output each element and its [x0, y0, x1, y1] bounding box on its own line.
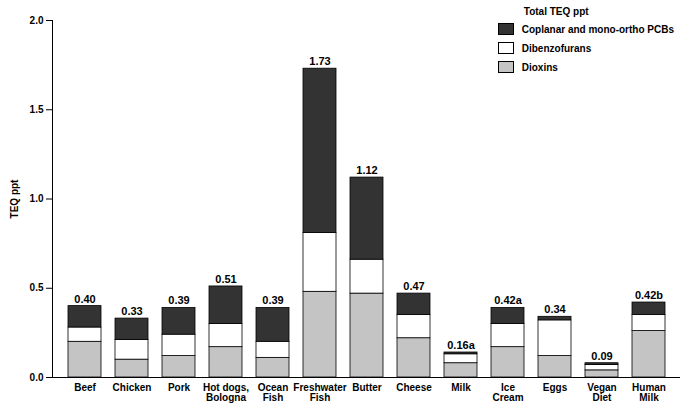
svg-text:IceCream: IceCream — [492, 382, 523, 403]
svg-text:Cheese: Cheese — [396, 382, 432, 393]
svg-text:1.5: 1.5 — [30, 104, 44, 115]
svg-text:Hot dogs,Bologna: Hot dogs,Bologna — [203, 382, 249, 403]
svg-text:0.39: 0.39 — [168, 294, 189, 306]
svg-text:0.09: 0.09 — [591, 350, 612, 362]
svg-text:Chicken: Chicken — [113, 382, 152, 393]
svg-text:0.42a: 0.42a — [494, 294, 522, 306]
svg-text:0.51: 0.51 — [215, 273, 236, 285]
svg-text:OceanFish: OceanFish — [258, 382, 289, 403]
svg-text:0.40: 0.40 — [74, 293, 95, 305]
svg-text:0.42b: 0.42b — [635, 289, 663, 301]
html-text:Coplanar and mono-ortho PCBs: Coplanar and mono-ortho PCBs — [521, 23, 674, 35]
svg-text:Beef: Beef — [74, 382, 96, 393]
svg-text:1.73: 1.73 — [309, 55, 330, 67]
svg-text:0.33: 0.33 — [121, 305, 142, 317]
svg-text:1.12: 1.12 — [356, 164, 377, 176]
html-text:Dioxins: Dioxins — [521, 61, 558, 73]
svg-text:Milk: Milk — [451, 382, 471, 393]
svg-text:FreshwaterFish: FreshwaterFish — [293, 382, 346, 403]
svg-text:1.0: 1.0 — [30, 193, 44, 204]
svg-text:0.34: 0.34 — [544, 303, 566, 315]
svg-text:VeganDiet: VeganDiet — [587, 382, 616, 403]
html-text:Dibenzofurans: Dibenzofurans — [521, 42, 592, 54]
svg-text:TEQ ppt: TEQ ppt — [9, 179, 20, 219]
html-text:Total TEQ ppt: Total TEQ ppt — [523, 6, 589, 17]
svg-text:0.5: 0.5 — [30, 282, 44, 293]
svg-text:0.39: 0.39 — [262, 294, 283, 306]
svg-text:0.0: 0.0 — [30, 372, 44, 383]
svg-text:HumanMilk: HumanMilk — [632, 382, 666, 403]
svg-text:Pork: Pork — [168, 382, 191, 393]
svg-text:Butter: Butter — [352, 382, 382, 393]
svg-text:2.0: 2.0 — [30, 15, 44, 26]
svg-text:0.47: 0.47 — [403, 280, 424, 292]
svg-text:Eggs: Eggs — [543, 382, 568, 393]
svg-text:0.16a: 0.16a — [447, 339, 475, 351]
